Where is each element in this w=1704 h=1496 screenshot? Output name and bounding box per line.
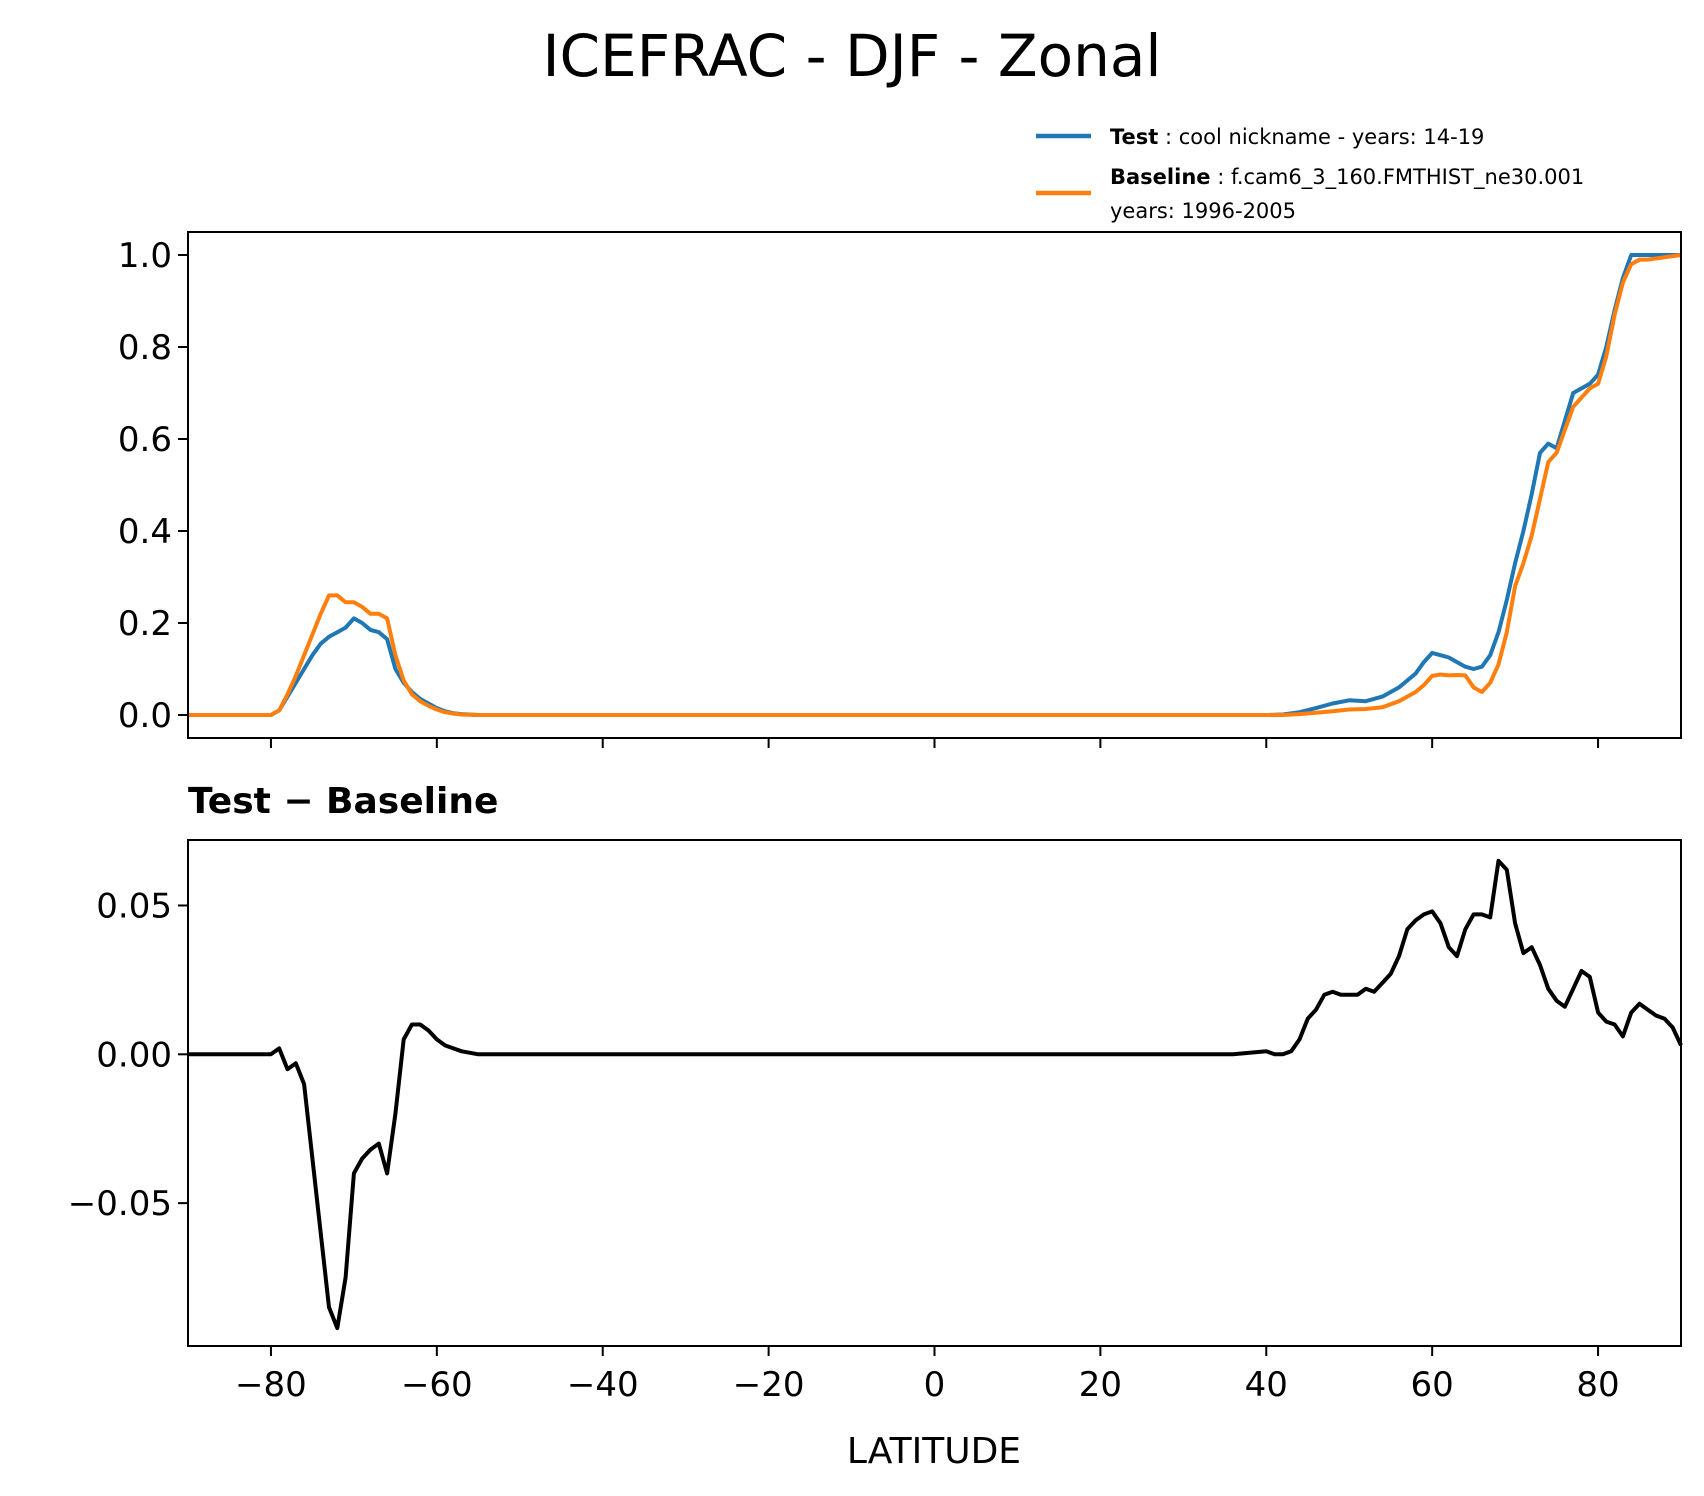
bottom-panel-ticks: −0.05 0.00 0.05 −80 −60 −40 −20 0 20 40 60 80	[68, 886, 1620, 1405]
legend-baseline-years: years: 1996-2005	[1110, 199, 1296, 223]
top-panel-ticks: 0.0 0.2 0.4 0.6 0.8 1.0	[118, 236, 1600, 748]
x-tick-label: 20	[1079, 1365, 1122, 1405]
x-tick-label: −60	[401, 1365, 473, 1405]
legend-baseline-label: Baseline	[1110, 165, 1211, 189]
x-tick-label: −20	[733, 1365, 805, 1405]
legend-test-entry: Test : cool nickname - years: 14-19	[1110, 125, 1484, 149]
legend-test-label: Test	[1110, 125, 1158, 149]
bottom-panel: Test − Baseline −0.05 0.00 0.05 −80 −60 −40 −2…	[68, 781, 1683, 1472]
figure-title: ICEFRAC - DJF - Zonal	[542, 22, 1161, 90]
diff-panel-title: Test − Baseline	[188, 781, 498, 822]
top-panel-frame	[187, 231, 1682, 739]
x-tick-label: −40	[567, 1365, 639, 1405]
top-panel: 0.0 0.2 0.4 0.6 0.8 1.0	[118, 231, 1682, 748]
x-tick-label: 60	[1411, 1365, 1454, 1405]
x-tick-label: 0	[924, 1365, 946, 1405]
y-tick-label: 0.6	[118, 420, 172, 460]
y-tick-label: 0.05	[96, 886, 172, 926]
x-tick-label: 40	[1245, 1365, 1288, 1405]
x-tick-label: 80	[1576, 1365, 1619, 1405]
y-tick-label: 0.4	[118, 512, 172, 552]
bottom-panel-frame	[187, 839, 1682, 1347]
legend-baseline-entry: Baseline : f.cam6_3_160.FMTHIST_ne30.001	[1110, 165, 1584, 190]
series-line-difference	[188, 858, 1683, 1331]
x-tick-label: −80	[235, 1365, 307, 1405]
series-line-test	[188, 253, 1681, 717]
y-tick-label: 0.0	[118, 696, 172, 736]
y-tick-label: 0.00	[96, 1035, 172, 1075]
y-tick-label: −0.05	[68, 1184, 172, 1224]
legend-test-text: : cool nickname - years: 14-19	[1165, 125, 1484, 149]
legend-baseline-text: : f.cam6_3_160.FMTHIST_ne30.001	[1217, 165, 1584, 190]
x-axis-label: LATITUDE	[847, 1431, 1021, 1472]
y-tick-label: 0.2	[118, 604, 172, 644]
y-tick-label: 0.8	[118, 328, 172, 368]
top-panel-lines	[188, 253, 1682, 717]
bottom-panel-lines	[188, 858, 1683, 1331]
legend: Test : cool nickname - years: 14-19 Base…	[1036, 125, 1584, 223]
y-tick-label: 1.0	[118, 236, 172, 276]
series-line-baseline	[188, 253, 1682, 717]
